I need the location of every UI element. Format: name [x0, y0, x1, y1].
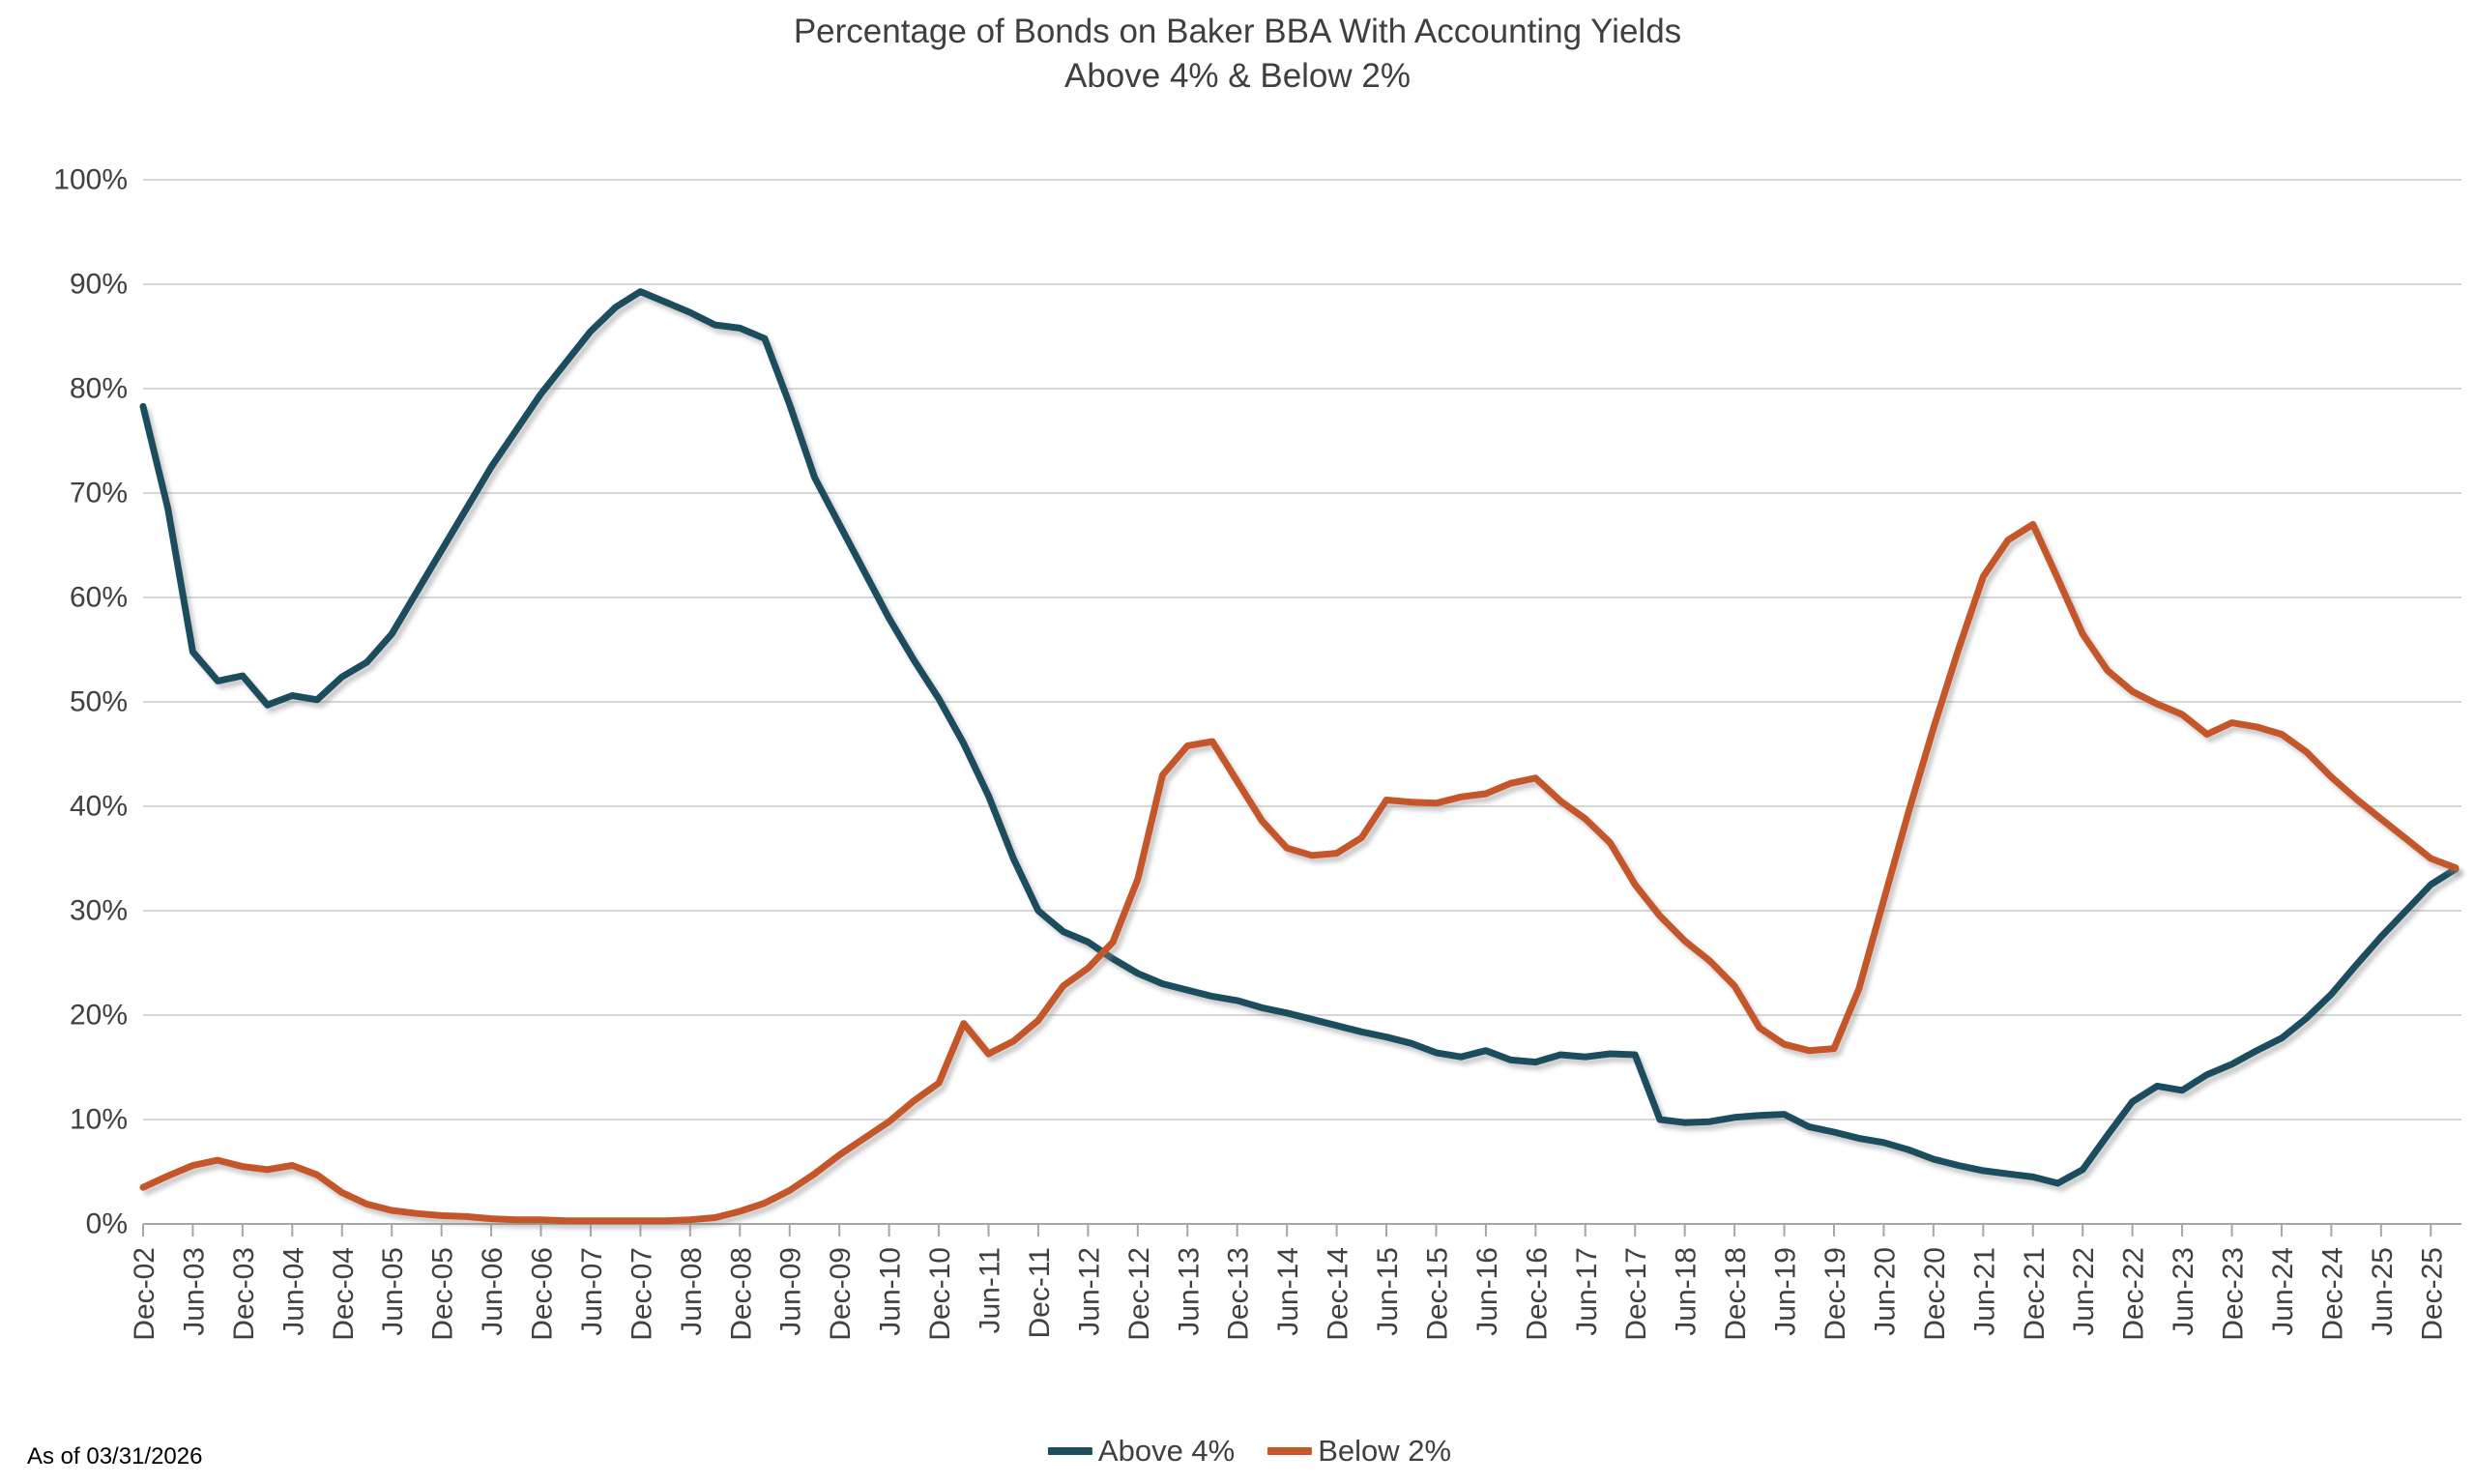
x-tick-label-Dec-16: Dec-16	[1521, 1247, 1553, 1341]
x-tick-label-Dec-10: Dec-10	[924, 1247, 956, 1341]
x-tick-label-Dec-19: Dec-19	[1820, 1247, 1851, 1341]
y-tick-label-50: 50%	[70, 686, 128, 718]
y-tick-label-30: 30%	[70, 895, 128, 927]
y-tick-label-60: 60%	[70, 582, 128, 614]
x-tick-label-Jun-18: Jun-18	[1671, 1247, 1703, 1336]
x-tick-label-Dec-09: Dec-09	[825, 1247, 857, 1341]
x-tick-label-Jun-14: Jun-14	[1272, 1247, 1304, 1336]
chart-line-above-4-	[139, 288, 2460, 1187]
x-tick-label-Dec-12: Dec-12	[1123, 1247, 1155, 1341]
x-tick-label-Dec-05: Dec-05	[427, 1247, 459, 1341]
legend-label: Below 2%	[1318, 1434, 1452, 1468]
x-tick-label-Dec-07: Dec-07	[626, 1247, 657, 1341]
x-tick-label-Jun-06: Jun-06	[477, 1247, 509, 1336]
x-tick-label-Dec-25: Dec-25	[2416, 1247, 2448, 1341]
plot-area: 0% 10% 20% 30% 40% 50% 60% 70% 80% 90% 100% Dec-02 J…	[53, 164, 2461, 1341]
x-tick-label-Jun-21: Jun-21	[1968, 1247, 2000, 1336]
x-tick-label-Dec-11: Dec-11	[1024, 1247, 1056, 1338]
x-tick-label-Jun-09: Jun-09	[775, 1247, 807, 1336]
chart-legend: Above 4% Below 2%	[1047, 1434, 1451, 1469]
y-tick-label-20: 20%	[70, 1000, 128, 1032]
x-tick-label-Jun-16: Jun-16	[1471, 1247, 1503, 1336]
y-tick-label-90: 90%	[70, 269, 128, 301]
x-tick-label-Jun-11: Jun-11	[974, 1247, 1005, 1334]
x-tick-label-Dec-22: Dec-22	[2118, 1247, 2150, 1341]
x-tick-label-Jun-12: Jun-12	[1073, 1247, 1105, 1336]
x-tick-label-Dec-18: Dec-18	[1720, 1247, 1752, 1341]
gridlines-layer	[143, 179, 2461, 1225]
chart-title-line1: Percentage of Bonds on Baker BBA With Ac…	[793, 13, 1682, 50]
x-tick-label-Dec-06: Dec-06	[527, 1247, 559, 1341]
x-tick-label-Dec-15: Dec-15	[1421, 1247, 1453, 1341]
x-tick-label-Dec-24: Dec-24	[2316, 1247, 2348, 1341]
y-tick-label-0: 0%	[86, 1208, 128, 1240]
x-tick-label-Dec-04: Dec-04	[328, 1247, 360, 1341]
x-tick-label-Jun-08: Jun-08	[676, 1247, 708, 1336]
x-tick-label-Jun-25: Jun-25	[2367, 1247, 2399, 1336]
chart-title: Percentage of Bonds on Baker BBA With Ac…	[0, 10, 2475, 99]
legend-marker-icon	[1267, 1447, 1313, 1455]
as-of-footnote: As of 03/31/2026	[27, 1443, 203, 1469]
legend-marker-icon	[1047, 1447, 1092, 1455]
x-tick-label-Jun-10: Jun-10	[875, 1247, 907, 1336]
x-tick-label-Jun-19: Jun-19	[1770, 1247, 1802, 1336]
x-tick-label-Jun-03: Jun-03	[178, 1247, 210, 1336]
x-tick-label-Jun-07: Jun-07	[576, 1247, 608, 1336]
y-tick-label-100: 100%	[53, 164, 128, 196]
x-tick-label-Dec-23: Dec-23	[2218, 1247, 2250, 1341]
axes-layer: 0% 10% 20% 30% 40% 50% 60% 70% 80% 90% 100% Dec-02 J…	[53, 164, 2448, 1341]
x-tick-label-Dec-03: Dec-03	[228, 1247, 260, 1341]
series-layer	[139, 288, 2460, 1225]
y-tick-label-10: 10%	[70, 1104, 128, 1136]
x-tick-label-Jun-22: Jun-22	[2068, 1247, 2100, 1336]
legend-item-below-2-: Below 2%	[1267, 1434, 1451, 1469]
x-tick-label-Dec-17: Dec-17	[1620, 1247, 1652, 1341]
x-tick-label-Dec-21: Dec-21	[2019, 1247, 2051, 1341]
x-tick-label-Jun-13: Jun-13	[1173, 1247, 1205, 1336]
y-tick-label-40: 40%	[70, 791, 128, 823]
chart-title-line2: Above 4% & Below 2%	[1064, 57, 1411, 95]
x-tick-label-Jun-17: Jun-17	[1571, 1247, 1603, 1336]
legend-label: Above 4%	[1097, 1434, 1236, 1468]
y-tick-label-70: 70%	[70, 478, 128, 509]
x-tick-label-Dec-20: Dec-20	[1919, 1247, 1951, 1341]
x-tick-label-Dec-14: Dec-14	[1323, 1247, 1354, 1341]
y-tick-label-80: 80%	[70, 373, 128, 405]
x-tick-label-Jun-24: Jun-24	[2267, 1247, 2299, 1336]
x-tick-label-Dec-08: Dec-08	[725, 1247, 757, 1341]
x-tick-label-Jun-20: Jun-20	[1869, 1247, 1901, 1336]
x-tick-label-Jun-15: Jun-15	[1372, 1247, 1404, 1336]
x-tick-label-Jun-23: Jun-23	[2168, 1247, 2199, 1336]
x-tick-label-Dec-13: Dec-13	[1223, 1247, 1255, 1341]
x-tick-label-Jun-05: Jun-05	[377, 1247, 409, 1336]
x-tick-label-Dec-02: Dec-02	[129, 1247, 160, 1341]
chart-line-below-2-	[139, 520, 2460, 1225]
x-tick-label-Jun-04: Jun-04	[277, 1247, 309, 1336]
legend-item-above-4-: Above 4%	[1047, 1434, 1236, 1469]
